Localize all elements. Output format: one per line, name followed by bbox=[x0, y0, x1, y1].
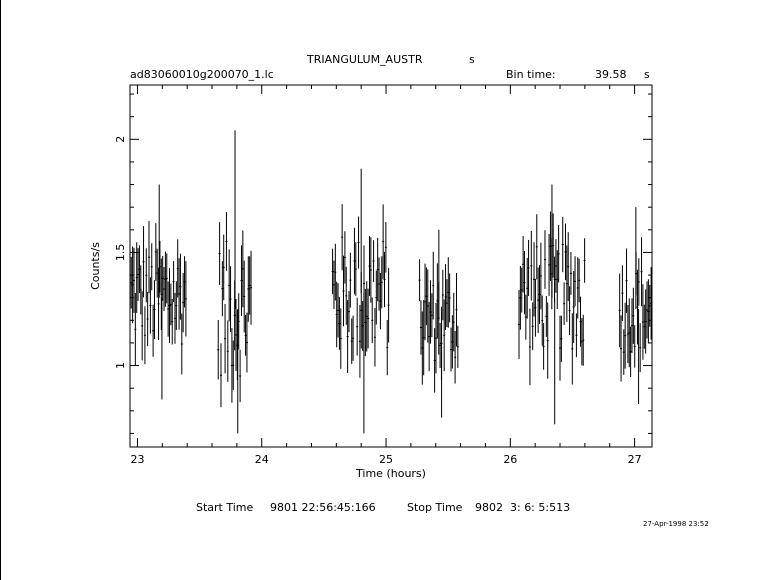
y-axis-label: Counts/s bbox=[89, 242, 102, 290]
y-tick-labels: 11.52 bbox=[114, 136, 127, 369]
x-tick-label: 24 bbox=[255, 453, 269, 466]
axis-ticks bbox=[130, 85, 652, 447]
plot-title-suffix: s bbox=[469, 53, 475, 66]
stop-time-label: Stop Time bbox=[407, 501, 463, 514]
start-time-label: Start Time bbox=[196, 501, 254, 514]
y-tick-label: 2 bbox=[114, 136, 127, 143]
plot-frame bbox=[129, 84, 653, 448]
y-tick-label: 1.5 bbox=[114, 244, 127, 261]
file-name: ad83060010g200070_1.lc bbox=[130, 68, 274, 81]
y-tick-label: 1 bbox=[114, 362, 127, 369]
bin-time-unit: s bbox=[644, 68, 650, 81]
data-series bbox=[130, 130, 653, 434]
x-tick-label: 25 bbox=[379, 453, 393, 466]
plot-title: TRIANGULUM_AUSTR bbox=[307, 53, 423, 66]
start-time-value: 9801 22:56:45:166 bbox=[270, 501, 376, 514]
x-axis-label: Time (hours) bbox=[355, 467, 426, 480]
stop-time-value: 9802 3: 6: 5:513 bbox=[475, 501, 571, 514]
x-tick-labels: 23 24 25 26 27 bbox=[130, 453, 641, 466]
x-tick-label: 26 bbox=[503, 453, 517, 466]
plot-timestamp: 27-Apr-1998 23:52 bbox=[643, 520, 709, 528]
bin-time-value: 39.58 bbox=[595, 68, 627, 81]
window-left-border bbox=[0, 0, 1, 580]
bin-time-label: Bin time: bbox=[506, 68, 556, 81]
x-tick-label: 23 bbox=[130, 453, 144, 466]
x-tick-label: 27 bbox=[628, 453, 642, 466]
